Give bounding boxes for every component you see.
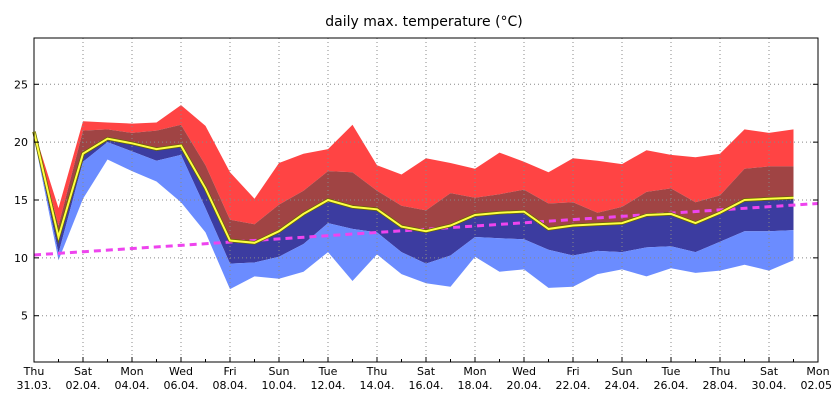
y-tick-label: 5 — [21, 310, 28, 323]
x-tick-weekday: Mon — [806, 365, 829, 378]
x-tick-weekday: Mon — [120, 365, 143, 378]
x-tick-date: 08.04. — [213, 379, 248, 392]
grid-lines — [34, 38, 818, 362]
x-tick-weekday: Sun — [612, 365, 633, 378]
x-tick-date: 02.04. — [66, 379, 101, 392]
x-tick-weekday: Thu — [366, 365, 388, 378]
x-tick-date: 06.04. — [164, 379, 199, 392]
x-tick-date: 31.03. — [17, 379, 52, 392]
x-tick-date: 16.04. — [409, 379, 444, 392]
x-tick-weekday: Fri — [223, 365, 236, 378]
ensemble-bands — [34, 105, 794, 290]
y-axis: 5 10 15 20 25 — [14, 78, 818, 323]
upper-quartile-band — [34, 124, 794, 243]
x-tick-date: 24.04. — [605, 379, 640, 392]
x-tick-weekday: Sat — [74, 365, 93, 378]
x-tick-weekday: Tue — [661, 365, 681, 378]
x-tick-date: 14.04. — [360, 379, 395, 392]
median-line — [33, 131, 794, 244]
x-tick-date: 02.05. — [801, 379, 832, 392]
climatology-line — [33, 201, 819, 257]
x-axis: Thu31.03.Sat02.04.Mon04.04.Wed06.04.Fri0… — [17, 357, 832, 392]
x-tick-date: 22.04. — [556, 379, 591, 392]
x-tick-date: 18.04. — [458, 379, 493, 392]
x-tick-weekday: Fri — [566, 365, 579, 378]
min-band — [34, 135, 794, 290]
x-tick-weekday: Sun — [269, 365, 290, 378]
x-tick-weekday: Mon — [463, 365, 486, 378]
x-tick-weekday: Sat — [760, 365, 779, 378]
y-tick-label: 25 — [14, 78, 28, 91]
x-tick-date: 12.04. — [311, 379, 346, 392]
x-tick-weekday: Wed — [169, 365, 193, 378]
series-lines — [32, 131, 819, 257]
x-tick-date: 10.04. — [262, 379, 297, 392]
max-band — [34, 105, 794, 226]
x-tick-weekday: Wed — [512, 365, 536, 378]
x-tick-weekday: Tue — [318, 365, 338, 378]
x-tick-date: 04.04. — [115, 379, 150, 392]
y-tick-label: 15 — [14, 194, 28, 207]
chart-title: daily max. temperature (°C) — [325, 14, 523, 30]
x-tick-weekday: Thu — [23, 365, 45, 378]
x-tick-date: 28.04. — [703, 379, 738, 392]
x-tick-date: 30.04. — [752, 379, 787, 392]
y-tick-label: 10 — [14, 252, 28, 265]
x-tick-date: 20.04. — [507, 379, 542, 392]
x-tick-weekday: Thu — [709, 365, 731, 378]
x-tick-weekday: Sat — [417, 365, 436, 378]
x-tick-date: 26.04. — [654, 379, 689, 392]
y-tick-label: 20 — [14, 136, 28, 149]
